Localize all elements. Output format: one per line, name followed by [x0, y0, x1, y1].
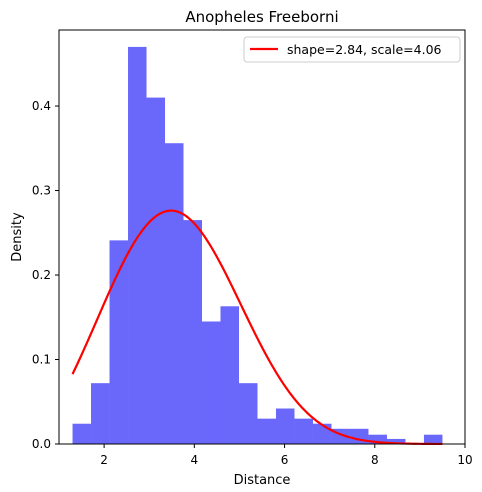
x-axis-label: Distance	[234, 473, 291, 488]
histogram-bar	[294, 418, 313, 444]
histogram-bar	[423, 434, 443, 444]
histogram-bar	[146, 97, 166, 445]
y-tick-label: 0.4	[32, 99, 51, 113]
fit-curve	[71, 209, 443, 446]
histogram-bar	[165, 143, 184, 445]
histogram-bar	[202, 321, 221, 444]
y-tick-label: 0.2	[32, 268, 51, 282]
y-axis-ticks: 0.0 0.1 0.2 0.3 0.4	[32, 99, 59, 451]
x-tick-label: 2	[100, 453, 108, 467]
histogram-bar	[72, 423, 92, 444]
legend-box	[243, 36, 461, 63]
legend: shape=2.84, scale=4.06	[243, 36, 461, 63]
histogram-bar	[220, 306, 239, 444]
y-tick-label: 0.1	[32, 353, 51, 367]
histogram-bar	[183, 220, 203, 444]
histogram-bar	[275, 408, 295, 444]
chart-title: Anopheles Freeborni	[185, 8, 338, 26]
histogram-bars	[72, 46, 443, 445]
x-tick-label: 6	[281, 453, 289, 467]
histogram-bar	[257, 418, 276, 444]
histogram-bar	[109, 240, 129, 444]
x-tick-label: 4	[191, 453, 199, 467]
y-axis-label: Density	[10, 212, 25, 262]
x-tick-label: 8	[371, 453, 379, 467]
x-axis-ticks: 2 4 6 8 10	[100, 444, 473, 467]
legend-label: shape=2.84, scale=4.06	[287, 42, 442, 57]
axes-frame	[58, 29, 466, 445]
x-tick-label: 10	[457, 453, 472, 467]
histogram-bar	[91, 383, 110, 444]
histogram-bar	[368, 434, 387, 444]
histogram-bar	[386, 438, 406, 444]
histogram-bar	[128, 46, 147, 445]
y-tick-label: 0.0	[32, 437, 51, 451]
y-tick-label: 0.3	[32, 184, 51, 198]
histogram-bar	[312, 423, 332, 444]
histogram-bar	[238, 383, 258, 444]
